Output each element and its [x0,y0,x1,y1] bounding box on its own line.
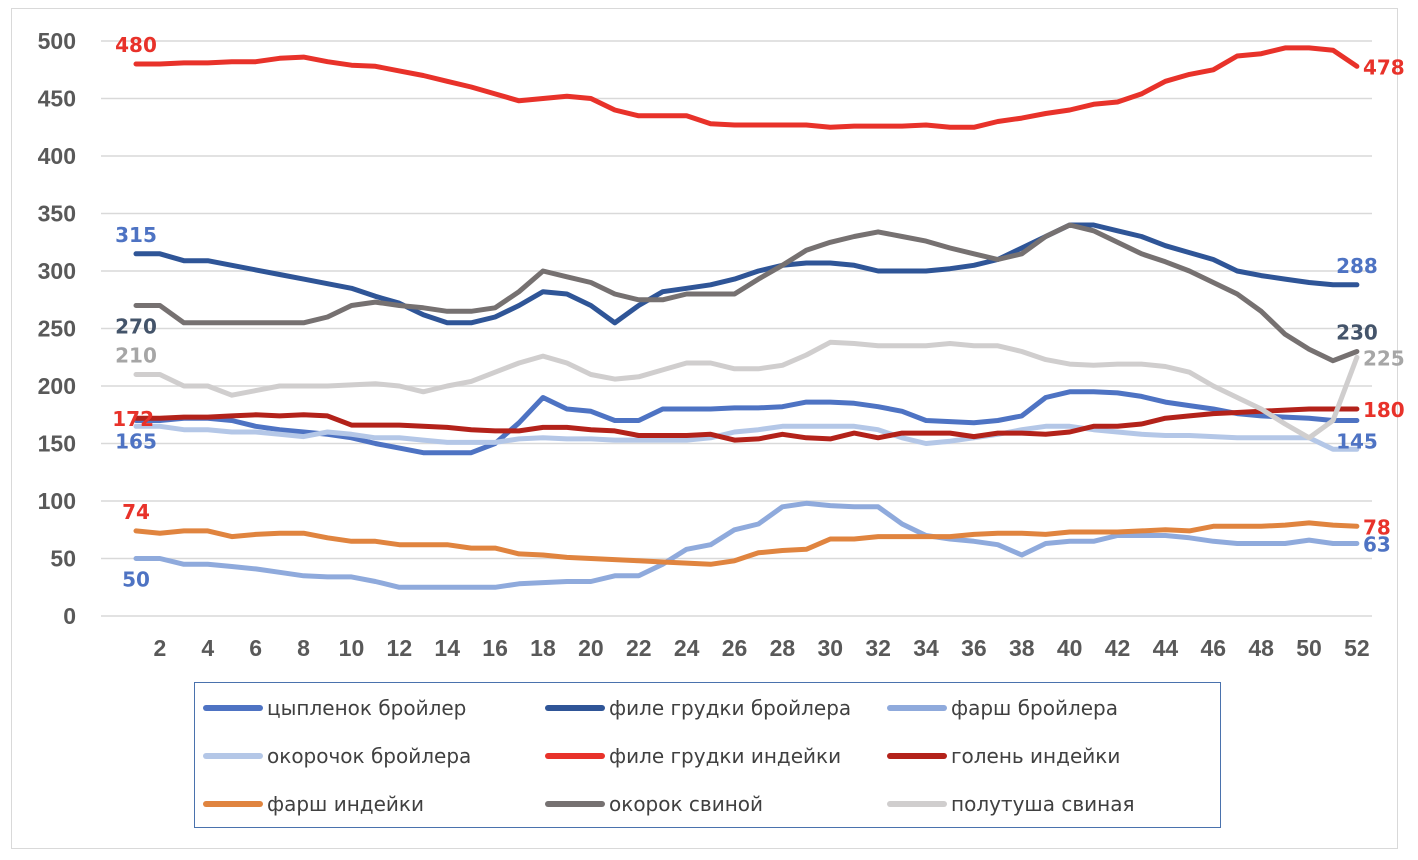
y-tick-label: 50 [50,546,76,572]
x-tick-label: 22 [626,635,652,661]
data-label: 270 [115,315,157,339]
legend-item[interactable]: окорок свиной [545,789,763,819]
legend-label: окорок свиной [609,792,764,816]
data-label: 74 [122,500,150,524]
x-tick-label: 36 [961,635,987,661]
legend-swatch [203,801,263,807]
data-label: 480 [115,33,157,57]
legend-item[interactable]: окорочок бройлера [203,741,471,771]
legend-swatch [887,801,947,807]
data-label: 288 [1336,254,1378,278]
legend-item[interactable]: фарш бройлера [887,693,1118,723]
data-label: 63 [1363,533,1391,557]
x-tick-label: 4 [201,635,214,661]
legend-item[interactable]: филе грудки индейки [545,741,841,771]
legend-label: полутуша свиная [951,792,1135,816]
data-label: 315 [115,223,157,247]
legend-label: фарш бройлера [951,696,1119,720]
data-label: 478 [1363,55,1405,79]
legend-swatch [887,705,947,711]
legend-label: окорочок бройлера [267,744,472,768]
legend-item[interactable]: цыпленок бройлер [203,693,466,723]
data-label: 210 [115,344,157,368]
x-tick-label: 16 [482,635,508,661]
x-tick-label: 30 [817,635,843,661]
x-tick-label: 2 [154,635,167,661]
x-tick-label: 20 [578,635,604,661]
data-label: 230 [1336,321,1378,345]
x-tick-label: 46 [1201,635,1227,661]
y-tick-label: 150 [38,431,76,457]
legend-swatch [203,753,263,759]
legend-item[interactable]: филе грудки бройлера [545,693,851,723]
y-tick-label: 0 [63,603,76,629]
x-tick-label: 24 [674,635,700,661]
data-label: 50 [122,568,150,592]
x-tick-label: 44 [1153,635,1179,661]
y-tick-label: 250 [38,316,76,342]
legend-label: голень индейки [951,744,1121,768]
legend-item[interactable]: голень индейки [887,741,1120,771]
x-tick-label: 18 [530,635,556,661]
legend-label: филе грудки индейки [609,744,842,768]
legend-item[interactable]: полутуша свиная [887,789,1134,819]
legend-label: фарш индейки [267,792,424,816]
series-line [133,500,1360,590]
legend-swatch [545,705,605,711]
data-label: 180 [1363,398,1405,422]
y-tick-label: 400 [38,143,76,169]
x-tick-label: 40 [1057,635,1083,661]
x-tick-label: 14 [434,635,460,661]
series-line [133,389,1360,456]
x-tick-label: 48 [1248,635,1274,661]
x-tick-label: 38 [1009,635,1035,661]
x-tick-label: 32 [865,635,891,661]
data-label: 165 [115,430,157,454]
y-tick-label: 200 [38,373,76,399]
series-lines [133,45,1360,590]
series-line [133,45,1360,130]
x-tick-label: 6 [249,635,262,661]
legend: цыпленок бройлер филе грудки бройлера фарш… [194,682,1221,828]
x-tick-label: 12 [387,635,413,661]
x-tick-label: 26 [722,635,748,661]
series-line [133,339,1360,441]
series-line [133,423,1360,452]
legend-swatch [545,753,605,759]
x-tick-label: 42 [1105,635,1131,661]
data-label: 145 [1336,430,1378,454]
y-tick-label: 300 [38,258,76,284]
data-labels: 165 145 315 288 50 63 480 478 172 180 74 78 270 230 21… [112,33,1404,592]
x-tick-label: 10 [339,635,365,661]
data-label: 172 [112,407,154,431]
series-line [133,222,1360,364]
legend-swatch [203,705,263,711]
series-line [133,520,1360,567]
x-tick-label: 34 [913,635,939,661]
series-line [133,406,1360,443]
series-line [133,222,1360,326]
legend-swatch [887,753,947,759]
x-axis-ticks: 2 4 6 8 10 12 14 16 18 20 22 24 26 28 30 32 34 36 38 40 42 44… [154,635,1370,661]
legend-swatch [545,801,605,807]
legend-label: филе грудки бройлера [609,696,852,720]
y-tick-label: 350 [38,201,76,227]
y-tick-label: 450 [38,86,76,112]
data-label: 78 [1363,515,1391,539]
x-tick-label: 8 [297,635,310,661]
y-tick-label: 500 [38,28,76,54]
data-label: 225 [1363,346,1405,370]
legend-label: цыпленок бройлер [267,696,467,720]
y-tick-label: 100 [38,488,76,514]
x-tick-label: 28 [770,635,796,661]
y-axis-ticks: 0 50 100 150 200 250 300 350 400 450 500 [38,28,76,629]
x-tick-label: 52 [1344,635,1370,661]
x-tick-label: 50 [1296,635,1322,661]
chart-frame [11,8,1398,849]
legend-item[interactable]: фарш индейки [203,789,424,819]
